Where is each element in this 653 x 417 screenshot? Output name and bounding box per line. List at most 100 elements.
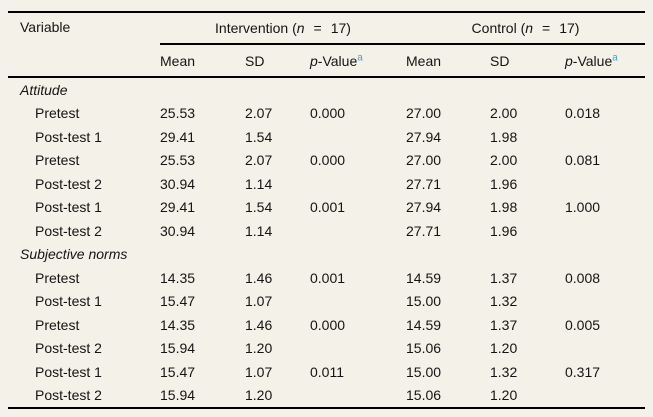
row-label: Post-test 1 (35, 128, 102, 145)
value-cell: 1.14 (245, 222, 273, 239)
group-n-count: 17) (330, 20, 351, 36)
table-row: Pretest 25.53 2.07 0.000 27.00 2.00 0.018 (8, 102, 645, 126)
value-cell: 0.001 (310, 199, 346, 216)
value-cell: 1.54 (245, 128, 273, 145)
value-cell (310, 125, 406, 149)
value-cell (245, 243, 310, 267)
value-cell: 25.53 (160, 152, 196, 169)
pvalue-header-intervention: p-Valuea (310, 44, 406, 78)
value-cell: 27.71 (406, 222, 442, 239)
value-cell: 0.011 (310, 363, 344, 380)
value-cell: 14.35 (160, 316, 196, 333)
value-cell: 15.00 (406, 293, 442, 310)
value-cell: 0.000 (310, 152, 346, 169)
table-row: Post-test 1 29.41 1.54 27.94 1.98 (8, 125, 645, 149)
value-cell: 0.001 (310, 269, 346, 286)
group-header-control: Control (n = 17) (406, 12, 645, 45)
value-cell: 0.317 (565, 363, 601, 380)
value-cell (310, 172, 406, 196)
row-label: Post-test 2 (35, 175, 102, 192)
value-cell: 1.98 (490, 128, 518, 145)
value-cell: 1.32 (490, 363, 518, 380)
footnote-marker-a: a (357, 51, 363, 63)
p-symbol: p (310, 52, 318, 69)
p-symbol: p (565, 52, 573, 69)
value-cell (490, 243, 565, 267)
value-cell: 14.59 (406, 316, 442, 333)
value-cell (245, 77, 310, 102)
value-cell (565, 125, 645, 149)
value-cell: 15.94 (160, 387, 196, 404)
pvalue-label: -Value (317, 52, 358, 69)
value-cell: 27.94 (406, 128, 442, 145)
footnote-marker-a: a (612, 51, 618, 63)
section-row: Attitude (8, 77, 645, 102)
value-cell: 1.37 (490, 269, 518, 286)
section-row: Subjective norms (8, 243, 645, 267)
row-label: Post-test 1 (35, 293, 102, 310)
group-label-prefix: Intervention ( (215, 20, 297, 36)
value-cell (565, 172, 645, 196)
value-cell: 0.081 (565, 152, 601, 169)
value-cell (565, 77, 645, 102)
value-cell: 15.00 (406, 363, 442, 380)
value-cell: 0.000 (310, 316, 346, 333)
table-row: Pretest 14.35 1.46 0.000 14.59 1.37 0.005 (8, 313, 645, 337)
value-cell: 27.71 (406, 175, 442, 192)
value-cell: 25.53 (160, 105, 196, 122)
value-cell (490, 77, 565, 102)
value-cell: 2.07 (245, 105, 273, 122)
value-cell: 30.94 (160, 175, 196, 192)
table-row: Post-test 1 15.47 1.07 0.011 15.00 1.32 0.317 (8, 360, 645, 384)
value-cell (565, 384, 645, 409)
value-cell (310, 219, 406, 243)
mean-header-intervention: Mean (160, 44, 245, 78)
value-cell (310, 290, 406, 314)
row-label: Post-test 2 (35, 222, 102, 239)
equals-sign: = (542, 20, 551, 36)
value-cell: 15.47 (160, 363, 196, 380)
value-cell (406, 77, 490, 102)
value-cell: 15.06 (406, 387, 442, 404)
row-label: Pretest (35, 269, 80, 286)
value-cell (310, 337, 406, 361)
value-cell: 1.54 (245, 199, 273, 216)
value-cell: 1.46 (245, 269, 273, 286)
value-cell: 27.94 (406, 199, 442, 216)
value-cell: 1.07 (245, 293, 273, 310)
value-cell: 14.59 (406, 269, 442, 286)
n-symbol: n (525, 20, 534, 36)
table-row: Post-test 1 29.41 1.54 0.001 27.94 1.98 1.000 (8, 196, 645, 220)
value-cell: 15.06 (406, 340, 442, 357)
group-label-prefix: Control ( (471, 20, 526, 36)
value-cell: 1.96 (490, 175, 518, 192)
row-label: Pretest (35, 105, 80, 122)
section-label: Attitude (20, 81, 68, 98)
table-row: Pretest 14.35 1.46 0.001 14.59 1.37 0.008 (8, 266, 645, 290)
value-cell: 1.37 (490, 316, 518, 333)
value-cell: 0.005 (565, 316, 601, 333)
value-cell: 1.96 (490, 222, 518, 239)
value-cell: 0.000 (310, 105, 346, 122)
row-label: Post-test 1 (35, 363, 102, 380)
value-cell: 15.94 (160, 340, 196, 357)
value-cell (310, 384, 406, 409)
table-row: Post-test 1 15.47 1.07 15.00 1.32 (8, 290, 645, 314)
table-row: Post-test 2 30.94 1.14 27.71 1.96 (8, 219, 645, 243)
equals-sign: = (313, 20, 322, 36)
value-cell (310, 243, 406, 267)
mean-header-control: Mean (406, 44, 490, 78)
table-row: Pretest 25.53 2.07 0.000 27.00 2.00 0.081 (8, 149, 645, 173)
row-label: Post-test 1 (35, 199, 102, 216)
value-cell (310, 77, 406, 102)
value-cell: 1.07 (245, 363, 273, 380)
table-header: Variable Intervention (n = 17) Control (n =… (8, 12, 645, 78)
value-cell (565, 243, 645, 267)
value-cell: 14.35 (160, 269, 196, 286)
row-label: Pretest (35, 152, 80, 169)
value-cell: 2.00 (490, 152, 518, 169)
value-cell: 29.41 (160, 199, 196, 216)
group-n-count: 17) (559, 20, 580, 36)
value-cell (565, 337, 645, 361)
value-cell: 27.00 (406, 105, 442, 122)
